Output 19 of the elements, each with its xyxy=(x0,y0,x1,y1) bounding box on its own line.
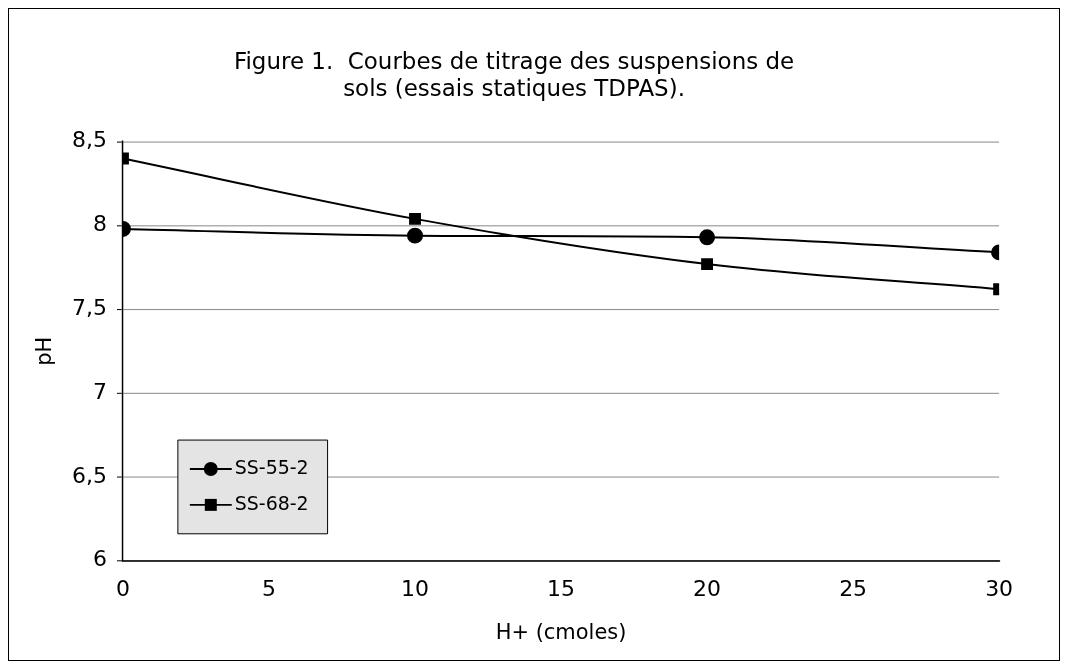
text: sols (essais statiques TDPAS). xyxy=(343,75,685,102)
y-tick-label: 6 xyxy=(93,546,107,572)
legend-label: SS-68-2 xyxy=(234,491,309,514)
x-tick-label: 0 xyxy=(115,575,130,601)
x-tick-label: 10 xyxy=(401,575,429,601)
text: Figure 1. Courbes de titrage des suspensions de xyxy=(233,47,795,74)
y-tick-label: 7 xyxy=(93,378,107,404)
y-tick-label: 8 xyxy=(93,211,107,237)
x-tick-label: 20 xyxy=(693,575,722,601)
x-tick-label: 5 xyxy=(262,575,276,601)
y-tick-label: 6,5 xyxy=(72,462,107,488)
x-tick-label: 30 xyxy=(985,575,1014,601)
y-axis-title: pH xyxy=(31,336,56,366)
y-tick-label: 8,5 xyxy=(72,127,107,153)
x-tick-label: 25 xyxy=(839,575,868,601)
x-axis-title: H+ (cmoles) xyxy=(495,619,627,644)
legend-label: SS-55-2 xyxy=(234,455,309,478)
y-tick-label: 7,5 xyxy=(72,295,107,321)
x-tick-label: 15 xyxy=(547,575,576,601)
